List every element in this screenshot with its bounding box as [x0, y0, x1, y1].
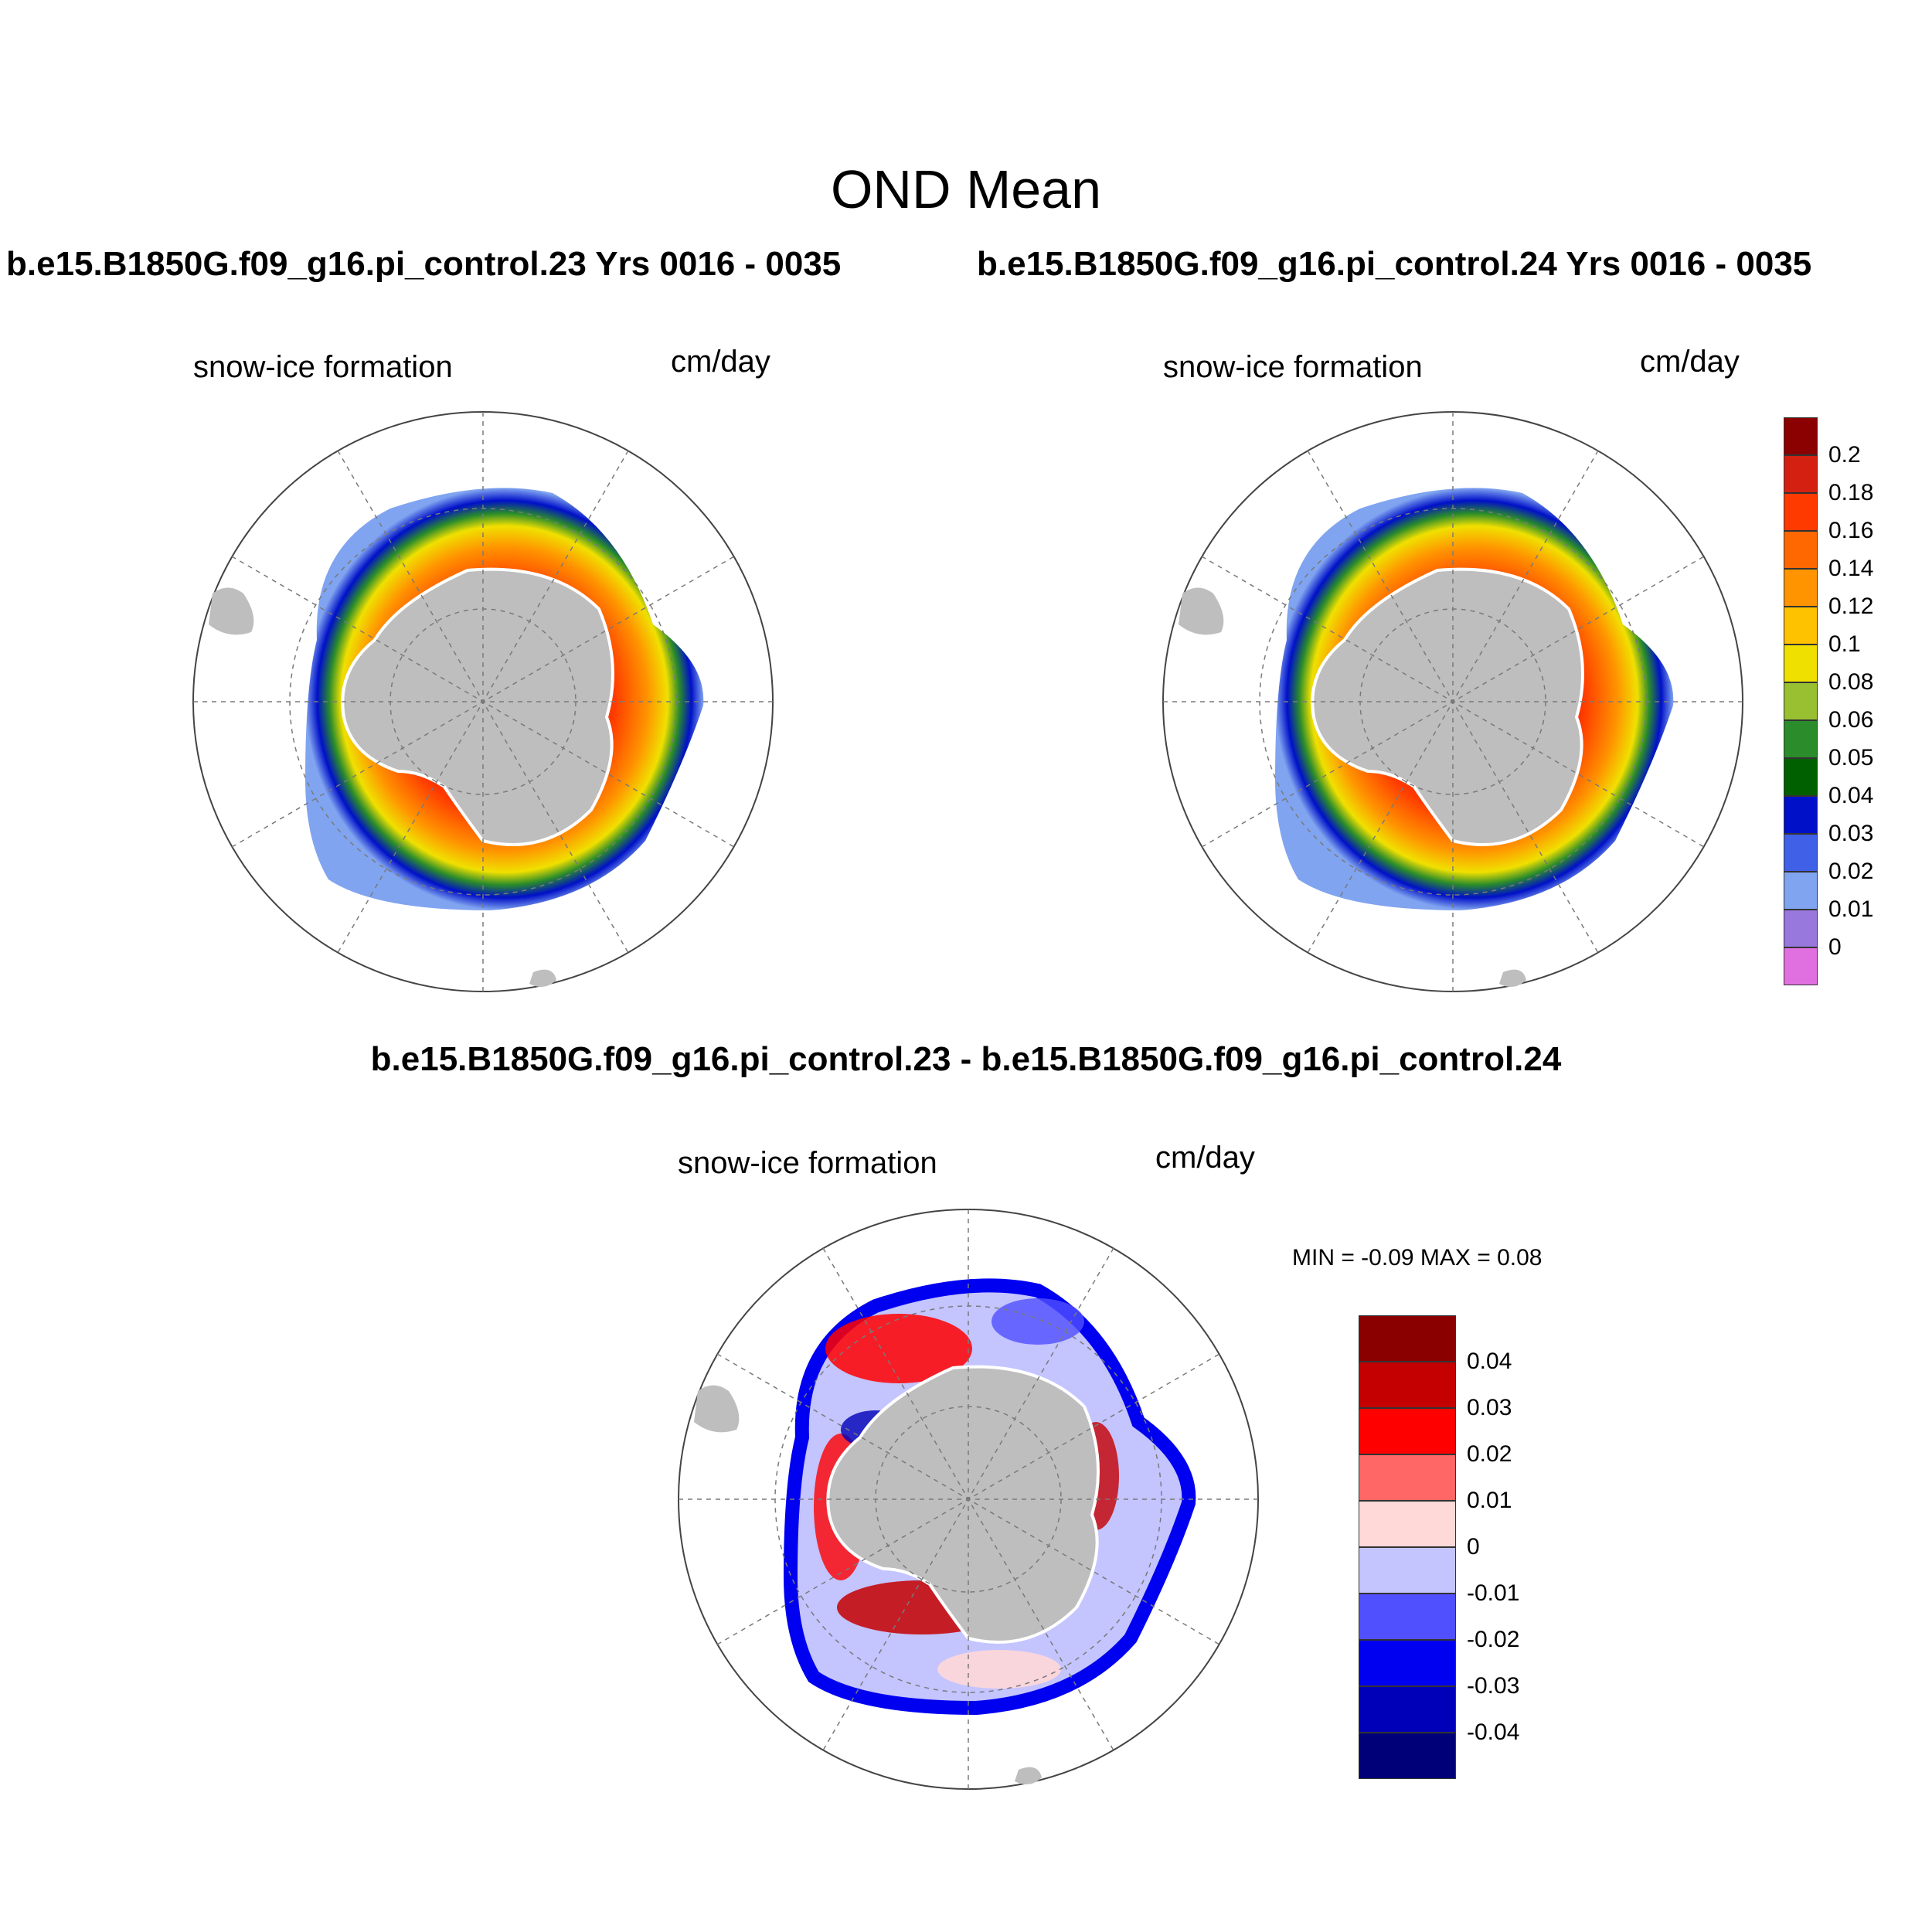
colorbar-swatch	[1784, 645, 1818, 682]
colorbar-tick-label: 0	[1828, 934, 1842, 960]
diff-units-label: cm/day	[1155, 1141, 1255, 1175]
colorbar-swatch	[1784, 947, 1818, 985]
antarctica-land	[341, 567, 614, 846]
colorbar-tick-label: -0.01	[1467, 1580, 1520, 1606]
colorbar-tick-label: 0.18	[1828, 480, 1874, 505]
min-max-label: MIN = -0.09 MAX = 0.08	[1292, 1245, 1543, 1270]
colorbar-tick-label: 0.2	[1828, 442, 1861, 468]
colorbar-swatch	[1359, 1640, 1456, 1686]
colorbar-tick-label: 0.03	[1467, 1395, 1512, 1420]
colorbar-tick-label: -0.03	[1467, 1673, 1520, 1699]
left-variable-label: snow-ice formation	[193, 350, 453, 384]
new-zealand-land	[529, 969, 556, 987]
colorbar-swatch	[1784, 758, 1818, 796]
colorbar-tick-label: 0.01	[1828, 896, 1874, 922]
graticule	[679, 1209, 1258, 1789]
colorbar-swatch	[1359, 1362, 1456, 1408]
graticule	[1163, 412, 1743, 992]
right-run-title: b.e15.B1850G.f09_g16.pi_control.24 Yrs 0…	[977, 245, 1812, 283]
left-units-label: cm/day	[671, 345, 770, 379]
diff-variable-label: snow-ice formation	[678, 1146, 937, 1180]
right-variable-label: snow-ice formation	[1163, 350, 1423, 384]
south-america-land	[1179, 587, 1224, 635]
colorbar-tick-label: 0.02	[1828, 859, 1874, 884]
colorbar-swatch	[1784, 569, 1818, 607]
colorbar-tick-label: 0.06	[1828, 707, 1874, 733]
antarctica-land	[1311, 567, 1584, 846]
difference-polar-map	[678, 1209, 1259, 1790]
colorbar-swatch	[1784, 531, 1818, 569]
colorbar-tick-label: 0.16	[1828, 518, 1874, 543]
colorbar-tick-label: 0.02	[1467, 1441, 1512, 1467]
colorbar-tick-label: 0.04	[1828, 783, 1874, 808]
colorbar-swatch	[1784, 720, 1818, 758]
colorbar-swatch	[1359, 1594, 1456, 1640]
colorbar-swatch	[1359, 1686, 1456, 1733]
colorbar-tick-label: -0.04	[1467, 1719, 1520, 1745]
colorbar-swatch	[1359, 1547, 1456, 1594]
colorbar-tick-label: 0.1	[1828, 631, 1861, 657]
colorbar-tick-label: 0.08	[1828, 669, 1874, 695]
colorbar-swatch	[1784, 834, 1818, 872]
colorbar-swatch	[1359, 1408, 1456, 1454]
colorbar-swatch	[1784, 455, 1818, 493]
colorbar-tick-label: 0.05	[1828, 745, 1874, 770]
south-america-land	[694, 1385, 740, 1433]
colorbar-tick-label: -0.02	[1467, 1627, 1520, 1652]
figure-title: OND Mean	[830, 159, 1102, 219]
antarctica-land	[826, 1365, 1100, 1644]
left-run-title: b.e15.B1850G.f09_g16.pi_control.23 Yrs 0…	[6, 245, 842, 283]
colorbar-tick-label: 0.01	[1467, 1488, 1512, 1513]
colorbar-tick-label: 0.14	[1828, 556, 1874, 581]
colorbar-swatch	[1359, 1501, 1456, 1547]
difference-title: b.e15.B1850G.f09_g16.pi_control.23 - b.e…	[370, 1040, 1562, 1078]
colorbar-swatch	[1359, 1733, 1456, 1779]
new-zealand-land	[1015, 1767, 1042, 1784]
colorbar-swatch	[1784, 493, 1818, 531]
colorbar-tick-label: 0.03	[1828, 821, 1874, 846]
colorbar-swatch	[1784, 872, 1818, 910]
colorbar-swatch	[1784, 607, 1818, 645]
colorbar-tick-label: 0.12	[1828, 594, 1874, 619]
colorbar-tick-label: 0.04	[1467, 1349, 1512, 1374]
colorbar-swatch	[1784, 417, 1818, 455]
colorbar-swatch	[1359, 1454, 1456, 1501]
graticule	[193, 412, 773, 992]
colorbar-swatch	[1784, 910, 1818, 947]
left-polar-map	[192, 411, 774, 992]
new-zealand-land	[1499, 969, 1526, 987]
colorbar-swatch	[1359, 1315, 1456, 1362]
colorbar-tick-label: 0	[1467, 1534, 1480, 1560]
right-polar-map	[1162, 411, 1743, 992]
colorbar-swatch	[1784, 682, 1818, 720]
south-america-land	[209, 587, 254, 635]
right-units-label: cm/day	[1640, 345, 1740, 379]
colorbar-swatch	[1784, 796, 1818, 834]
